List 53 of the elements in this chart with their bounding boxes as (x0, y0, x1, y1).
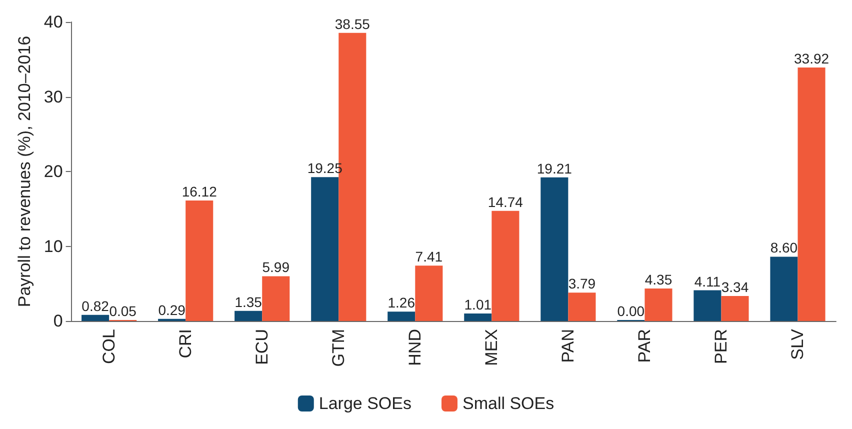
data-label: 0.05 (109, 303, 137, 319)
data-label: 4.35 (644, 271, 672, 288)
bar (82, 314, 110, 321)
data-label: 38.55 (334, 16, 370, 32)
data-label: 0.82 (82, 298, 110, 314)
bar (770, 256, 798, 321)
data-label: 0.00 (617, 303, 645, 319)
data-label: 3.34 (721, 279, 749, 296)
x-tick-label: PER (712, 329, 731, 364)
x-tick-label: MEX (482, 329, 502, 366)
data-label: 33.92 (794, 50, 830, 66)
data-label: 14.74 (488, 194, 524, 210)
data-label: 7.41 (415, 248, 443, 265)
bar (464, 313, 492, 321)
x-tick-label: PAR (635, 329, 654, 363)
y-tick-label: 20 (44, 162, 63, 181)
y-tick-label: 40 (44, 12, 63, 32)
data-label: 1.01 (464, 296, 492, 312)
bar (311, 177, 339, 321)
data-label: 1.35 (234, 294, 262, 310)
x-tick-label: HND (406, 329, 425, 366)
data-label: 8.60 (770, 240, 798, 256)
y-tick-label: 10 (44, 236, 63, 256)
bar (721, 296, 749, 321)
bar (798, 67, 826, 321)
x-tick-label: COL (100, 329, 119, 364)
y-tick-label: 30 (44, 87, 63, 106)
data-label: 19.21 (536, 160, 572, 176)
data-label: 3.79 (568, 276, 596, 292)
data-label: 5.99 (262, 259, 290, 276)
x-tick-label: GTM (329, 329, 348, 367)
y-tick-label: 0 (53, 312, 63, 330)
data-label: 0.29 (158, 302, 186, 318)
bar (540, 177, 568, 321)
bar (234, 310, 262, 321)
x-tick-label: CRI (176, 329, 196, 358)
x-tick-label: PAN (558, 329, 578, 363)
x-tick-label: SLV (788, 328, 808, 360)
data-label: 16.12 (182, 184, 218, 200)
bar (415, 266, 443, 321)
bar (186, 200, 214, 321)
bar (388, 312, 416, 321)
bar (694, 290, 722, 321)
data-label: 1.26 (388, 294, 416, 311)
bar (568, 292, 596, 321)
x-tick-label: ECU (252, 329, 272, 365)
bar (492, 210, 520, 321)
legend-label: Large SOEs (318, 394, 412, 413)
data-label: 4.11 (694, 273, 721, 290)
bar (644, 288, 672, 321)
y-axis-title: Payroll to revenues (%), 2010–2016 (15, 36, 34, 308)
bar (262, 276, 290, 321)
legend-label: Small SOEs (462, 394, 554, 413)
